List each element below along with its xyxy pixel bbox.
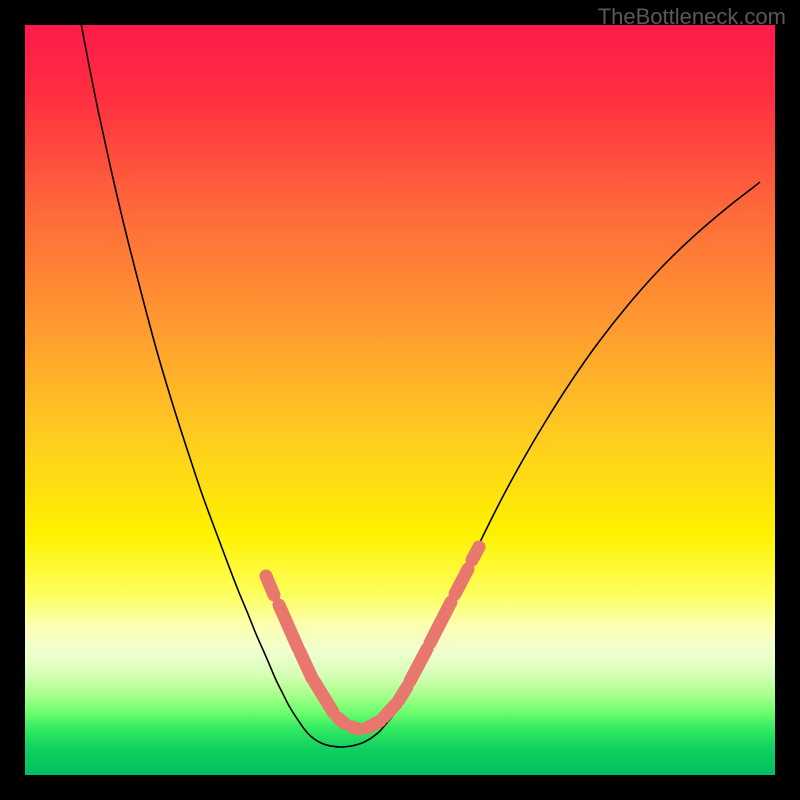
highlight-segment [352,727,358,729]
gradient-background [25,25,775,775]
chart-container: TheBottleneck.com [0,0,800,800]
highlight-segment [399,687,407,700]
watermark-text: TheBottleneck.com [598,4,786,30]
highlight-segment [266,576,274,595]
bottleneck-curve-chart [25,25,775,775]
highlight-segment [384,704,396,717]
highlight-segment [472,547,479,560]
highlight-segment [367,721,380,728]
highlight-segment [338,718,344,723]
plot-area [25,25,775,775]
